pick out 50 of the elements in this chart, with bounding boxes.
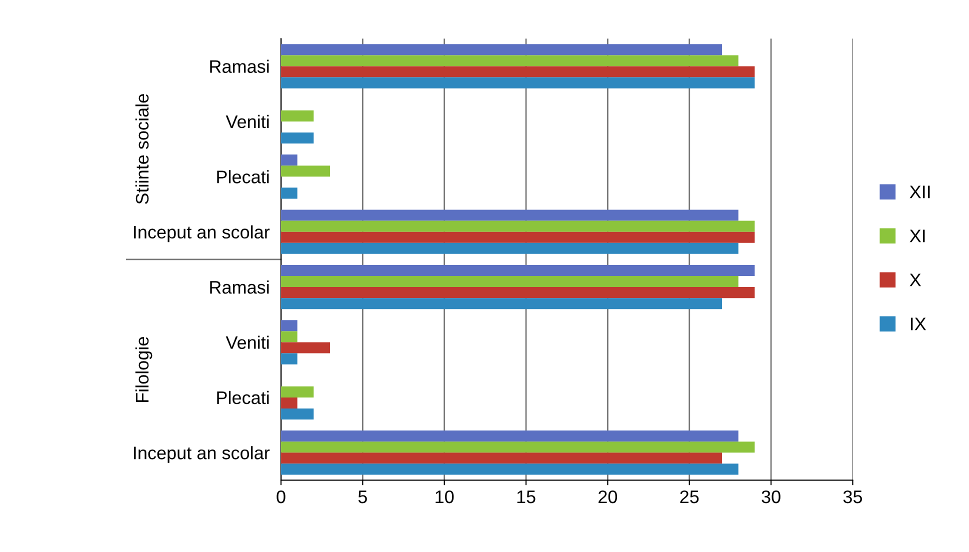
bar: [281, 452, 722, 464]
bar: [281, 430, 738, 442]
bar: [281, 331, 298, 342]
x-tick-label: 5: [358, 490, 367, 504]
bar: [281, 154, 298, 166]
legend-label: X: [910, 274, 921, 286]
bar: [281, 276, 738, 288]
bar: [281, 264, 755, 276]
bar: [281, 287, 755, 298]
bar: [281, 220, 755, 232]
bar: [281, 232, 755, 243]
x-tick-label: 25: [680, 490, 699, 504]
legend-label: XI: [910, 230, 925, 242]
bar: [281, 298, 722, 310]
x-tick-label: 15: [517, 490, 536, 504]
bar: [281, 110, 314, 122]
x-tick-label: 0: [276, 490, 286, 504]
bar: [281, 188, 298, 199]
bar: [281, 166, 330, 177]
bar: [281, 320, 298, 332]
text: Filologie: [135, 337, 152, 402]
y-tick-label: Plecati: [217, 390, 269, 404]
x-tick-label: 35: [843, 490, 862, 504]
y-tick-label: Ramasi: [210, 280, 269, 294]
bar: [281, 44, 722, 56]
y-tick-label: Ramasi: [210, 60, 269, 73]
legend-label: IX: [910, 318, 926, 330]
legend-label: XII: [910, 186, 930, 198]
y-tick-label: Veniti: [226, 336, 269, 349]
bar: [281, 132, 314, 144]
y-tick-label: Inceput an scolar: [134, 225, 270, 242]
bar: [281, 55, 738, 66]
bar: [281, 408, 314, 420]
bar: [281, 442, 755, 453]
y-tick-label: Inceput an scolar: [134, 446, 270, 463]
x-tick-label: 10: [436, 490, 454, 504]
bar: [281, 397, 298, 408]
text: Stiinte sociale: [135, 94, 149, 204]
y-tick-label: Plecati: [217, 170, 269, 184]
bar: [281, 353, 298, 364]
bar: [281, 342, 330, 354]
bar: [281, 210, 738, 221]
bar: [281, 386, 314, 398]
y-tick-label: Veniti: [226, 114, 269, 128]
bar: [281, 464, 738, 475]
x-tick-label: 20: [598, 490, 618, 504]
bar: [281, 77, 755, 88]
x-tick-label: 30: [762, 490, 780, 504]
bar: [281, 242, 738, 254]
bar: [281, 66, 755, 78]
